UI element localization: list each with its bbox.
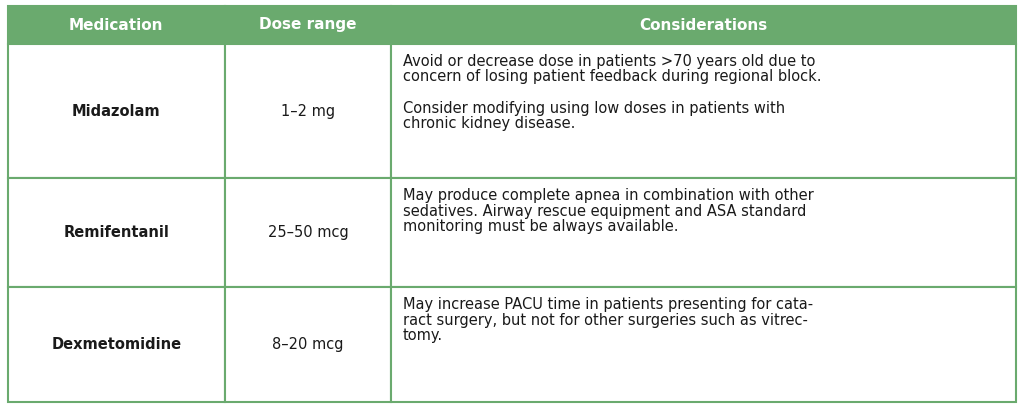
Bar bbox=[391, 44, 1016, 178]
Text: 8–20 mcg: 8–20 mcg bbox=[272, 337, 344, 352]
Text: tomy.: tomy. bbox=[403, 328, 443, 344]
Text: monitoring must be always available.: monitoring must be always available. bbox=[403, 219, 679, 234]
Text: ract surgery, but not for other surgeries such as vitrec-: ract surgery, but not for other surgerie… bbox=[403, 313, 808, 328]
Bar bbox=[8, 6, 224, 44]
Text: Medication: Medication bbox=[69, 18, 164, 33]
Text: Avoid or decrease dose in patients >70 years old due to: Avoid or decrease dose in patients >70 y… bbox=[403, 54, 815, 69]
Text: concern of losing patient feedback during regional block.: concern of losing patient feedback durin… bbox=[403, 69, 821, 84]
Bar bbox=[8, 178, 224, 288]
Bar bbox=[224, 288, 391, 402]
Text: Remifentanil: Remifentanil bbox=[63, 225, 169, 240]
Bar bbox=[8, 44, 224, 178]
Bar bbox=[224, 44, 391, 178]
Bar bbox=[391, 178, 1016, 288]
Text: 25–50 mcg: 25–50 mcg bbox=[267, 225, 348, 240]
Text: Dexmetomidine: Dexmetomidine bbox=[51, 337, 181, 352]
Text: Dose range: Dose range bbox=[259, 18, 356, 33]
Bar bbox=[391, 288, 1016, 402]
Bar bbox=[391, 6, 1016, 44]
Text: May increase PACU time in patients presenting for cata-: May increase PACU time in patients prese… bbox=[403, 297, 813, 313]
Text: 1–2 mg: 1–2 mg bbox=[281, 104, 335, 119]
Text: Midazolam: Midazolam bbox=[72, 104, 161, 119]
Text: May produce complete apnea in combination with other: May produce complete apnea in combinatio… bbox=[403, 188, 814, 203]
Text: chronic kidney disease.: chronic kidney disease. bbox=[403, 116, 575, 131]
Bar bbox=[224, 6, 391, 44]
Text: Consider modifying using low doses in patients with: Consider modifying using low doses in pa… bbox=[403, 100, 785, 115]
Bar bbox=[8, 288, 224, 402]
Text: Considerations: Considerations bbox=[639, 18, 768, 33]
Text: sedatives. Airway rescue equipment and ASA standard: sedatives. Airway rescue equipment and A… bbox=[403, 204, 807, 219]
Bar bbox=[224, 178, 391, 288]
